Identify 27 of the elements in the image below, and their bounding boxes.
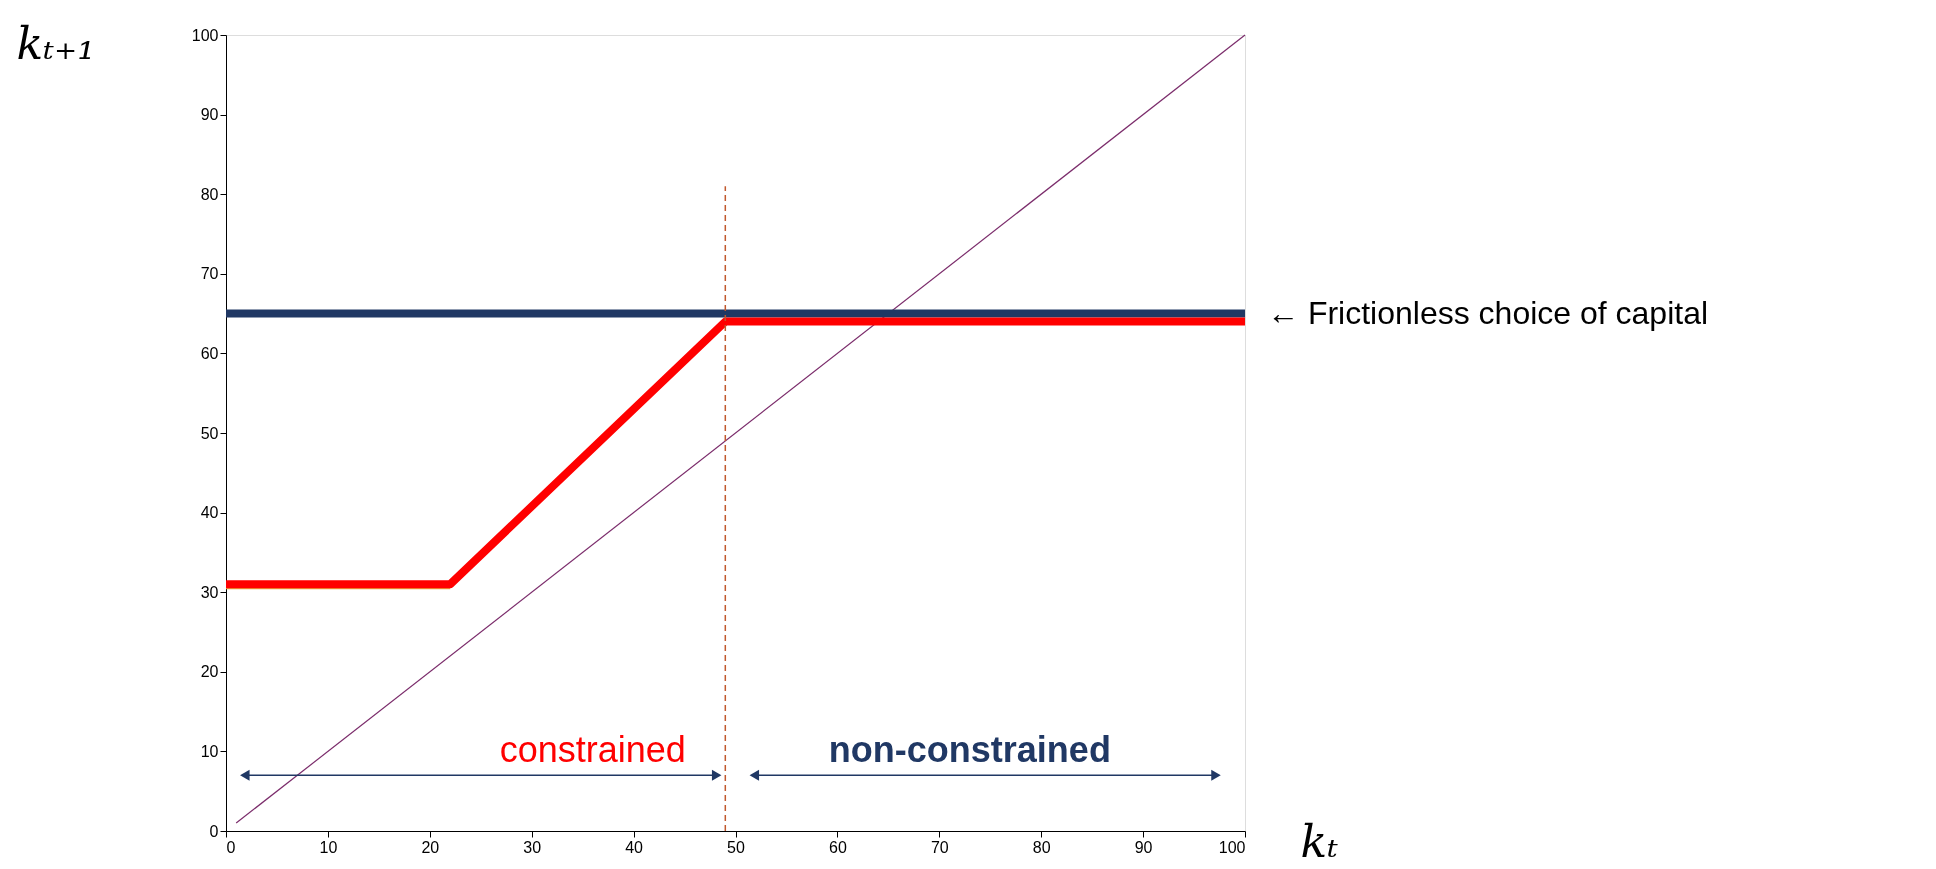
y-tick-label: 80 <box>200 185 219 203</box>
x-axis-title: kₜ <box>1300 815 1339 867</box>
y-tick-label: 60 <box>200 344 219 362</box>
annotation: constrained <box>499 729 686 771</box>
x-tick-label: 20 <box>421 838 440 856</box>
annotation: ← Frictionless choice of capital <box>1267 294 1709 331</box>
y-tick-label: 0 <box>209 822 219 840</box>
y-tick-label: 30 <box>200 583 219 601</box>
x-tick-label: 70 <box>930 838 949 856</box>
annotation: non-constrained <box>828 729 1111 771</box>
x-tick-label: 0 <box>226 838 236 856</box>
x-tick-label: 30 <box>523 838 542 856</box>
x-tick-label: 80 <box>1032 838 1051 856</box>
y-tick-label: 100 <box>191 26 219 44</box>
x-tick-label: 40 <box>625 838 644 856</box>
y-tick-label: 70 <box>200 265 219 283</box>
x-tick-label: 60 <box>829 838 847 856</box>
x-tick-label: 50 <box>727 838 745 856</box>
x-tick-label: 90 <box>1134 838 1153 856</box>
y-tick-label: 10 <box>200 742 219 760</box>
y-tick-label: 50 <box>200 424 219 442</box>
y-tick-label: 40 <box>200 504 219 522</box>
x-tick-label: 100 <box>1218 838 1246 856</box>
y-tick-label: 90 <box>200 106 219 124</box>
y-tick-label: 20 <box>200 663 219 681</box>
y-axis-title: kₜ₊₁ <box>16 17 95 69</box>
x-tick-label: 10 <box>319 838 338 856</box>
